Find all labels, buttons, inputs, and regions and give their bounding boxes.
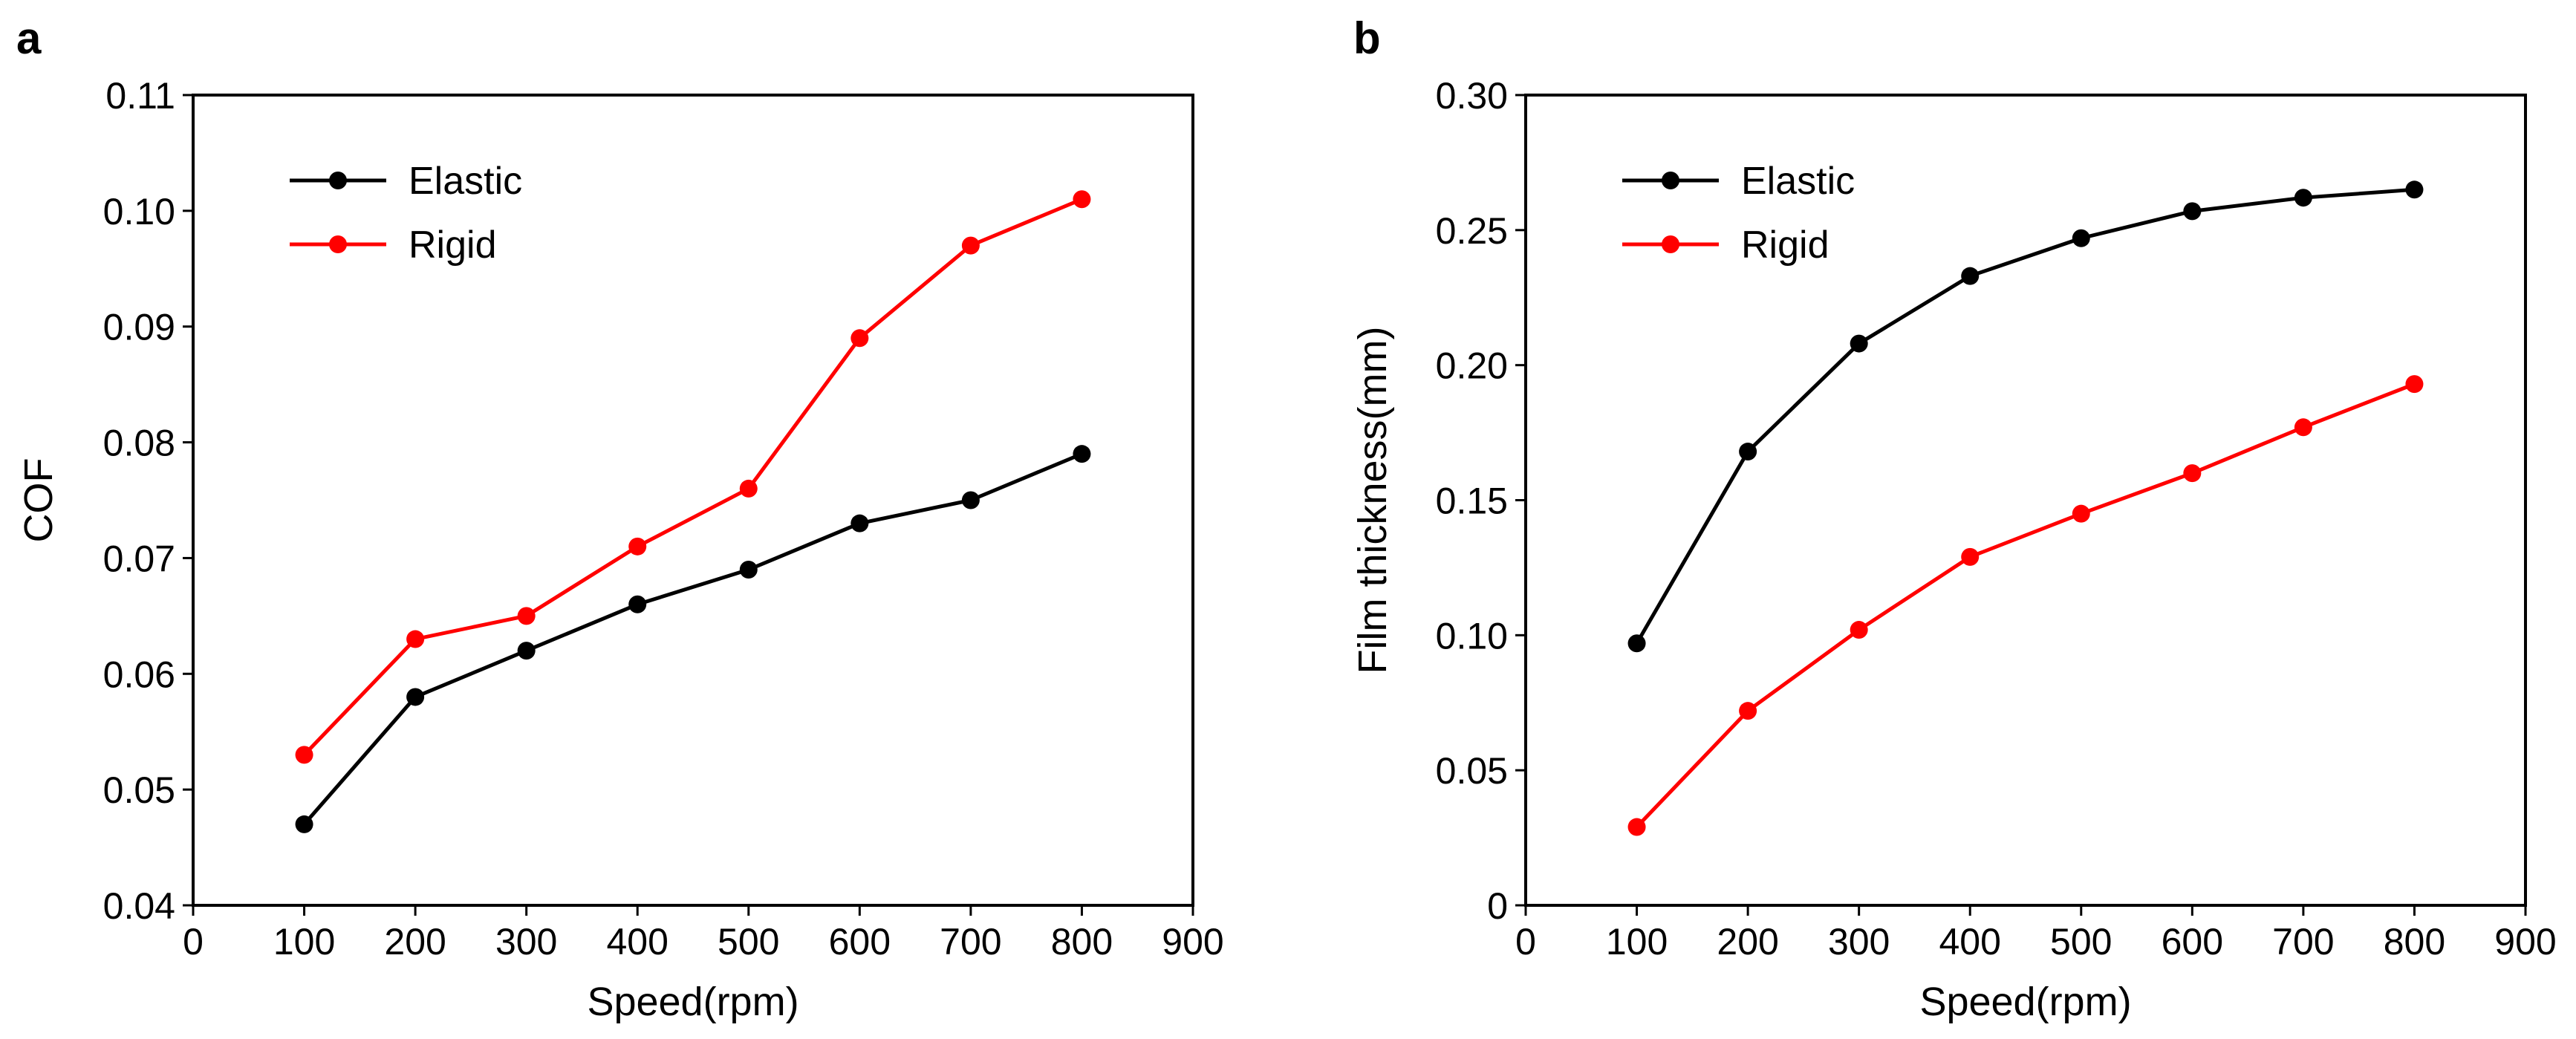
data-point	[295, 815, 313, 833]
series-elastic	[1627, 180, 2424, 653]
legend-label: Rigid	[1741, 224, 1829, 267]
x-tick-label: 300	[495, 921, 557, 963]
x-tick-label: 300	[1828, 921, 1890, 963]
x-tick-label: 400	[1939, 921, 2001, 963]
y-tick-label: 0.05	[103, 769, 175, 811]
plot-frame	[192, 94, 1194, 907]
y-tick-label: 0.08	[103, 423, 175, 464]
data-point	[961, 236, 980, 255]
legend-marker-rigid	[329, 235, 347, 253]
legend-label: Elastic	[409, 160, 522, 203]
legend-marker-elastic	[329, 172, 347, 189]
legend-label: Rigid	[409, 224, 497, 267]
legend-marker-elastic	[1662, 172, 1679, 189]
data-point	[628, 537, 647, 556]
data-point	[1961, 547, 1980, 566]
y-tick-label: 0.06	[103, 654, 175, 695]
data-point	[1073, 190, 1091, 209]
data-point	[2072, 504, 2090, 523]
data-point	[850, 329, 869, 348]
data-point	[1073, 445, 1091, 463]
x-tick-label: 500	[718, 921, 779, 963]
series-line-rigid	[302, 197, 1083, 757]
data-point	[1961, 267, 1980, 285]
data-point	[2183, 202, 2202, 221]
x-tick-label: 700	[940, 921, 1001, 963]
legend-marker-rigid	[1662, 235, 1679, 253]
panel-label: a	[16, 13, 42, 63]
series-line-elastic	[1635, 187, 2415, 645]
y-tick-label: 0.09	[103, 307, 175, 348]
data-point	[1627, 818, 1646, 836]
y-tick-label: 0.20	[1436, 345, 1508, 387]
chart-panel-a: a 0 100 200 300 400 500 600 700 800 900 0.04 0.05 0.0…	[16, 13, 1224, 1024]
x-axis-title: Speed(rpm)	[1919, 980, 2131, 1024]
data-point	[406, 688, 425, 706]
y-tick-label: 0.15	[1436, 481, 1508, 522]
y-tick-label: 0.30	[1436, 75, 1508, 117]
x-tick-label: 0	[1515, 921, 1536, 963]
data-point	[2405, 180, 2424, 199]
y-axis-title: COF	[16, 458, 61, 543]
data-point	[406, 630, 425, 648]
y-tick-label: 0.10	[1436, 615, 1508, 657]
data-point	[850, 514, 869, 532]
x-tick-label: 100	[1606, 921, 1668, 963]
x-tick-label: 100	[273, 921, 335, 963]
data-point	[517, 607, 536, 625]
x-tick-label: 900	[2494, 921, 2556, 963]
data-point	[1627, 634, 1646, 653]
x-tick-label: 400	[607, 921, 669, 963]
data-point	[961, 491, 980, 509]
data-point	[739, 561, 758, 579]
y-tick-label: 0.04	[103, 885, 175, 927]
data-point	[1739, 702, 1757, 720]
x-tick-label: 800	[2384, 921, 2445, 963]
x-tick-label: 500	[2050, 921, 2112, 963]
data-point	[1739, 443, 1757, 461]
y-tick-label: 0.25	[1436, 210, 1508, 252]
data-point	[2183, 464, 2202, 483]
data-point	[628, 595, 647, 613]
x-tick-label: 600	[829, 921, 891, 963]
series-rigid	[1627, 375, 2424, 836]
panel-label: b	[1353, 13, 1381, 63]
y-axis-title: Film thickness(mm)	[1350, 327, 1395, 674]
x-tick-label: 0	[183, 921, 204, 963]
data-point	[2294, 418, 2312, 437]
y-tick-label: 0.05	[1436, 750, 1508, 792]
legend-label: Elastic	[1741, 160, 1855, 203]
x-tick-label: 600	[2162, 921, 2223, 963]
y-tick-label: 0	[1487, 885, 1508, 927]
data-point	[2072, 229, 2090, 247]
x-tick-label: 200	[1717, 921, 1778, 963]
x-tick-label: 700	[2272, 921, 2334, 963]
y-tick-label: 0.11	[105, 75, 175, 117]
data-point	[2294, 189, 2312, 207]
y-tick-label: 0.07	[103, 538, 175, 579]
series-line-rigid	[1635, 382, 2416, 829]
series-elastic	[295, 445, 1091, 833]
data-point	[517, 642, 536, 660]
data-point	[1850, 621, 1868, 639]
series-rigid	[295, 190, 1091, 764]
data-point	[739, 479, 758, 498]
data-point	[1850, 334, 1868, 353]
chart-panel-b: b 0 100 200 300 400 500 600 700 800 900 0 0.05 0.10 0.…	[1350, 13, 2557, 1024]
x-tick-label: 800	[1051, 921, 1113, 963]
x-tick-label: 200	[384, 921, 446, 963]
x-axis-title: Speed(rpm)	[587, 980, 799, 1024]
series-line-elastic	[302, 452, 1083, 826]
data-point	[295, 746, 313, 764]
data-point	[2405, 375, 2424, 394]
x-tick-label: 900	[1162, 921, 1223, 963]
y-tick-label: 0.10	[103, 191, 175, 232]
